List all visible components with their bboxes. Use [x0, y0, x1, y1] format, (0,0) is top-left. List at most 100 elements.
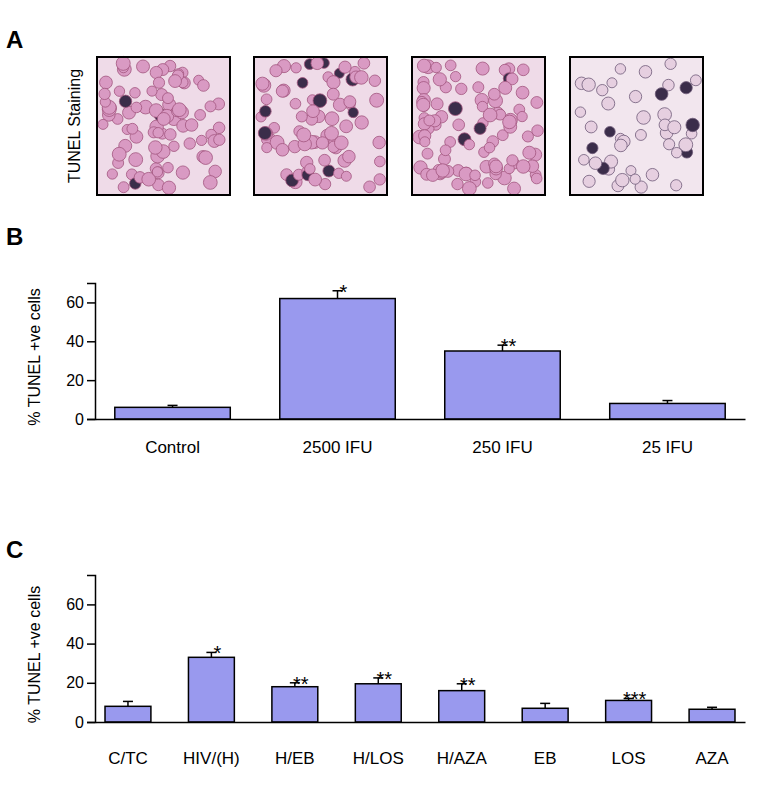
bar [445, 351, 560, 419]
y-axis-line [87, 576, 96, 723]
annotation: *** [623, 688, 647, 710]
panel-label: B [6, 223, 23, 250]
annotation: * [214, 642, 222, 664]
cell [690, 75, 701, 86]
cell [637, 111, 651, 125]
x-tick: LOS [612, 722, 646, 768]
y-axis-title: % TUNEL +ve cells [26, 288, 43, 425]
cell [474, 122, 486, 134]
bar [105, 706, 151, 722]
error-bar-cap [707, 707, 717, 709]
cell [276, 85, 288, 97]
bar [689, 709, 735, 722]
cell [169, 141, 179, 151]
cell [582, 78, 595, 91]
cell [665, 58, 676, 69]
y-axis-line [87, 284, 96, 420]
micrograph-frame [254, 57, 387, 195]
cell [259, 127, 272, 140]
cell [290, 98, 301, 109]
cell [340, 120, 353, 133]
x-tick: H/LOS [353, 722, 404, 768]
y-tick-label: 20 [66, 674, 84, 691]
cell [680, 82, 692, 94]
cell [484, 142, 495, 153]
cell [309, 173, 322, 186]
cell [448, 102, 462, 116]
cell [671, 180, 682, 191]
x-tick: C/TC [108, 722, 148, 768]
x-tick-label: EB [534, 749, 557, 768]
cell [450, 71, 460, 81]
cell [355, 71, 369, 85]
cell [686, 118, 699, 131]
y-tick: 40 [66, 635, 95, 652]
annotation: ** [460, 674, 476, 696]
micrograph-background [570, 57, 703, 195]
plot-area [115, 291, 725, 419]
cell [607, 78, 617, 88]
x-tick: 250 IFU [472, 419, 532, 457]
cell [214, 134, 225, 145]
cell [499, 81, 512, 94]
annotation: ** [293, 673, 309, 695]
cell [327, 88, 339, 100]
cell [205, 101, 216, 112]
y-tick-mark [87, 643, 95, 645]
cell [440, 145, 451, 156]
x-tick: 2500 IFU [303, 419, 373, 457]
x-tick-label: HIV/(H) [183, 749, 240, 768]
cell [150, 66, 162, 78]
cell [629, 90, 641, 102]
cell [176, 166, 189, 179]
cell [297, 77, 308, 88]
x-tick-label: 2500 IFU [303, 438, 373, 457]
cell [668, 121, 681, 134]
x-tick-label: 250 IFU [472, 438, 532, 457]
cell [516, 86, 529, 99]
bar [522, 708, 568, 722]
cell [602, 97, 615, 110]
y-tick: 20 [66, 372, 95, 389]
figure: ATUNEL StainingB***0204060Control2500 IF… [0, 0, 783, 790]
panel-label: C [6, 536, 23, 563]
cell [655, 88, 668, 101]
cell [116, 56, 130, 70]
error-bar-cap [123, 701, 133, 703]
panel-label: A [6, 26, 23, 53]
cell [344, 96, 356, 108]
y-tick-label: 60 [66, 294, 84, 311]
cell [323, 165, 335, 177]
y-axis: 0204060 [66, 576, 95, 731]
x-axis: C/TCHIV/(H)H/EBH/LOSH/AZAEBLOSAZA [96, 722, 746, 768]
cell [516, 160, 530, 174]
y-tick-mark [87, 604, 95, 606]
cell [256, 77, 269, 90]
bar [188, 657, 234, 722]
cell [119, 95, 131, 107]
error-bar-stem [337, 291, 339, 299]
x-tick-label: H/EB [275, 749, 315, 768]
micrograph-frame [570, 57, 703, 195]
cell [589, 157, 602, 170]
cell [165, 129, 177, 141]
cell [334, 136, 348, 150]
micrograph-frame [97, 57, 230, 195]
cell [417, 82, 430, 95]
cell [262, 143, 272, 153]
cell [153, 77, 164, 88]
cell [118, 182, 129, 193]
cell [325, 112, 339, 126]
y-tick: 20 [66, 674, 95, 691]
cell [373, 136, 385, 148]
cell [339, 61, 351, 73]
cell [129, 153, 143, 167]
cell [585, 121, 597, 133]
cell [185, 119, 198, 132]
bar [115, 407, 230, 419]
cell [341, 171, 351, 181]
x-tick-label: 25 IFU [642, 438, 693, 457]
y-axis: 0204060 [66, 284, 95, 428]
cell [107, 169, 117, 179]
y-tick: 0 [75, 411, 95, 428]
